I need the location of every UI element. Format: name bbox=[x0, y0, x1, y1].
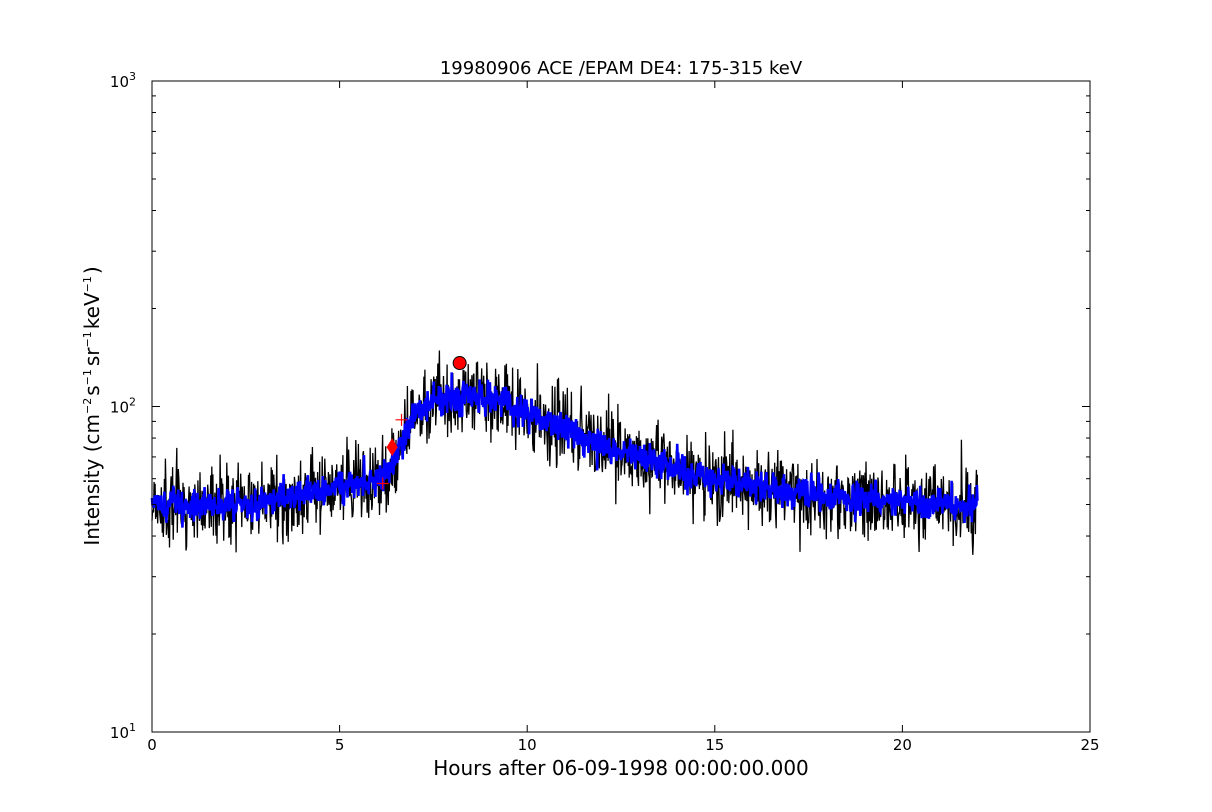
y-axis-label: Intensity (cm−2s−1sr−1keV−1) bbox=[80, 266, 104, 545]
x-tick-label: 15 bbox=[705, 736, 724, 754]
plot-area bbox=[150, 80, 1091, 733]
event-marker-circle bbox=[452, 356, 467, 371]
y-tick-label: 101 bbox=[110, 721, 136, 742]
y-label-exponent: −1 bbox=[81, 331, 94, 347]
event-marker-plus bbox=[376, 477, 389, 490]
y-label-part: ) bbox=[80, 266, 104, 274]
series-layer bbox=[150, 350, 979, 555]
x-tick-label: 5 bbox=[335, 736, 345, 754]
x-tick-label: 25 bbox=[1080, 736, 1099, 754]
y-label-exponent: −1 bbox=[81, 276, 94, 292]
y-label-part: s bbox=[80, 385, 104, 395]
y-label-part: sr bbox=[80, 347, 104, 366]
smoothed-data-line bbox=[150, 372, 979, 528]
x-tick-label: 0 bbox=[147, 736, 157, 754]
y-label-exponent: −1 bbox=[81, 369, 94, 385]
x-axis-ticks: 0 5 10 15 20 25 bbox=[147, 81, 1100, 754]
y-label-part: Intensity (cm bbox=[80, 414, 104, 546]
chart-title: 19980906 ACE /EPAM DE4: 175-315 keV bbox=[440, 58, 803, 79]
y-tick-label: 103 bbox=[110, 70, 136, 91]
y-label-exponent: −2 bbox=[81, 398, 94, 414]
x-tick-label: 10 bbox=[518, 736, 537, 754]
event-marker-diamond bbox=[386, 438, 398, 457]
y-tick-label: 102 bbox=[110, 396, 136, 417]
y-axis-ticks: 101 102 103 bbox=[110, 70, 1090, 742]
x-axis-label: Hours after 06-09-1998 00:00:00.000 bbox=[433, 756, 809, 780]
y-label-part: keV bbox=[80, 292, 104, 329]
x-tick-label: 20 bbox=[893, 736, 912, 754]
plot-background bbox=[152, 81, 1090, 732]
event-marker-plus bbox=[395, 413, 408, 426]
marker-layer bbox=[376, 356, 467, 490]
